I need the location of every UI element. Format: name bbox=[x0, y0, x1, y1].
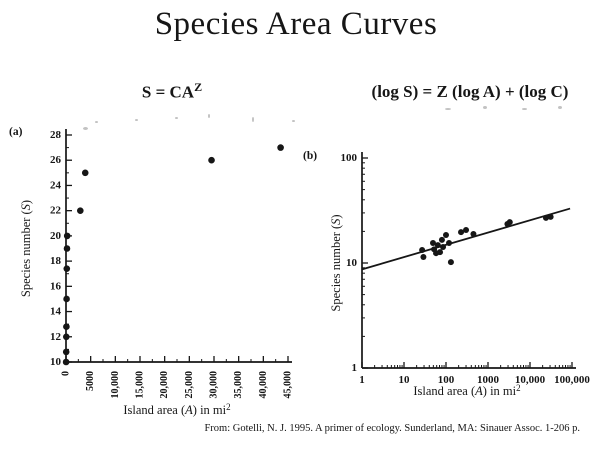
data-point bbox=[63, 295, 70, 303]
data-point bbox=[420, 254, 427, 261]
x-tick-label: 10,000 bbox=[110, 371, 121, 399]
x-tick-label: 45,000 bbox=[283, 371, 294, 399]
scan-noise-speck bbox=[135, 119, 138, 121]
data-point bbox=[62, 358, 70, 366]
y-tick-label: 18 bbox=[50, 255, 62, 267]
data-point bbox=[63, 265, 71, 272]
data-point bbox=[63, 232, 71, 240]
y-tick-label: 28 bbox=[50, 129, 62, 141]
panel-a-label: (a) bbox=[9, 126, 23, 138]
equation-power-law-exponent: Z bbox=[194, 80, 203, 94]
x-tick-label: 25,000 bbox=[184, 371, 195, 399]
citation: From: Gotelli, N. J. 1995. A primer of e… bbox=[204, 423, 580, 434]
y-tick-label: 14 bbox=[50, 306, 62, 318]
data-point bbox=[440, 244, 447, 251]
x-tick-label: 1000 bbox=[477, 374, 500, 386]
slide-title: Species Area Curves bbox=[154, 6, 438, 42]
y-tick-label: 16 bbox=[50, 280, 62, 292]
data-point bbox=[458, 229, 465, 236]
y-tick-label: 100 bbox=[341, 152, 358, 164]
y-axis-title: Species number (S) bbox=[19, 200, 33, 297]
panel-b-label: (b) bbox=[303, 150, 318, 162]
equation-power-law-base: S = CA bbox=[141, 82, 195, 102]
chart-a-species-area-linear: 0 5000 10,000 15,000 20,000 25,000 30,000 35,00… bbox=[0, 108, 312, 420]
x-axis-title: Island area (A) in mi2 bbox=[123, 402, 230, 417]
scan-noise-speck bbox=[558, 106, 562, 109]
data-point bbox=[434, 242, 441, 249]
x-tick-label: 0 bbox=[61, 371, 72, 376]
scan-noise-speck bbox=[292, 120, 295, 122]
data-point bbox=[437, 249, 444, 256]
scan-noise-speck bbox=[522, 108, 527, 110]
x-tick-label: 10 bbox=[399, 374, 411, 386]
x-tick-label: 20,000 bbox=[159, 371, 170, 399]
scan-noise-speck bbox=[175, 117, 178, 119]
data-point bbox=[208, 156, 215, 164]
data-point bbox=[81, 169, 89, 177]
x-tick-label: 5000 bbox=[85, 371, 96, 391]
y-tick-label: 10 bbox=[346, 257, 358, 269]
data-point bbox=[63, 245, 71, 252]
x-tick-label: 30,000 bbox=[209, 371, 220, 399]
data-point bbox=[63, 323, 70, 330]
x-tick-label: 1 bbox=[359, 374, 365, 386]
scan-noise-speck bbox=[208, 114, 210, 118]
chart-b-species-area-loglog: 1 10 100 1000 10,000 100,000 1 10 100 Island area… bbox=[300, 140, 600, 430]
y-tick-label: 12 bbox=[50, 331, 62, 343]
scan-noise-speck bbox=[252, 117, 254, 122]
data-point bbox=[446, 240, 453, 247]
data-point bbox=[62, 348, 70, 356]
data-point bbox=[429, 240, 436, 247]
x-tick-label: 35,000 bbox=[233, 371, 244, 399]
data-point bbox=[447, 259, 454, 266]
scan-noise-speck bbox=[83, 127, 88, 130]
data-point bbox=[463, 227, 470, 234]
data-point bbox=[419, 246, 426, 253]
x-tick-label: 100 bbox=[438, 374, 455, 386]
x-tick-label: 10,000 bbox=[515, 374, 546, 386]
y-tick-label: 24 bbox=[50, 179, 62, 191]
regression-line bbox=[361, 207, 571, 271]
data-point bbox=[62, 333, 70, 341]
equation-power-law: S = CAZ bbox=[92, 80, 252, 103]
x-tick-label: 100,000 bbox=[554, 374, 590, 386]
equation-log-form: (log S) = Z (log A) + (log C) bbox=[371, 82, 569, 101]
data-point bbox=[547, 213, 554, 220]
data-point bbox=[542, 214, 549, 221]
data-point bbox=[438, 236, 445, 243]
data-point bbox=[506, 219, 513, 226]
scan-noise-speck bbox=[95, 121, 98, 123]
y-tick-label: 26 bbox=[50, 154, 62, 166]
y-tick-label: 20 bbox=[50, 230, 62, 242]
y-axis-title: Species number (S) bbox=[329, 214, 343, 311]
data-point bbox=[470, 230, 477, 237]
x-axis-title: Island area (A) in mi2 bbox=[413, 383, 520, 398]
data-point bbox=[443, 231, 449, 238]
data-point bbox=[77, 207, 84, 214]
x-tick-label: 40,000 bbox=[258, 371, 269, 399]
scan-noise-speck bbox=[445, 108, 451, 110]
y-tick-label: 1 bbox=[352, 362, 358, 374]
x-tick-label: 15,000 bbox=[135, 371, 146, 399]
chart-svg-a: 0 5000 10,000 15,000 20,000 25,000 30,000 35,00… bbox=[19, 129, 294, 417]
y-tick-label: 10 bbox=[50, 356, 62, 368]
y-tick-label: 22 bbox=[50, 205, 62, 217]
data-point bbox=[277, 144, 284, 151]
scan-noise-speck bbox=[483, 106, 487, 109]
